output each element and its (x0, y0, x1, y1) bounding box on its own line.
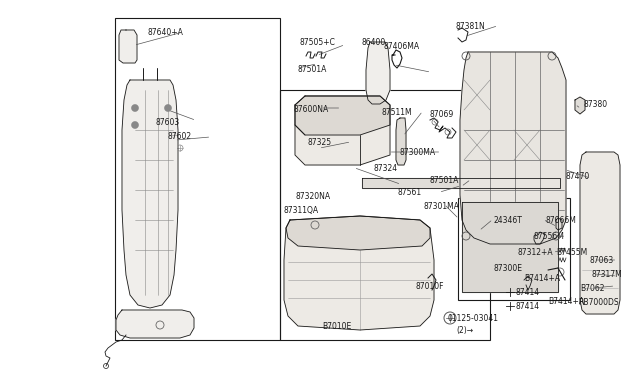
Polygon shape (116, 310, 194, 338)
Circle shape (518, 224, 522, 228)
Text: 87600NA: 87600NA (294, 105, 329, 114)
Text: 87063: 87063 (590, 256, 614, 265)
Circle shape (541, 251, 547, 257)
Text: 87066M: 87066M (546, 216, 577, 225)
Circle shape (506, 237, 511, 243)
Circle shape (481, 237, 486, 243)
Text: 87300E: 87300E (494, 264, 523, 273)
Circle shape (541, 209, 547, 215)
Circle shape (481, 251, 486, 257)
Circle shape (506, 266, 511, 270)
Polygon shape (460, 52, 566, 244)
Circle shape (470, 209, 474, 215)
Polygon shape (295, 96, 390, 165)
Text: 87511M: 87511M (382, 108, 413, 117)
Text: 87414: 87414 (516, 302, 540, 311)
Text: 87501A: 87501A (298, 65, 328, 74)
Circle shape (470, 266, 474, 270)
Circle shape (541, 266, 547, 270)
Circle shape (529, 224, 534, 228)
Circle shape (131, 105, 138, 112)
Circle shape (541, 224, 547, 228)
Bar (280, 90, 490, 340)
Polygon shape (286, 216, 430, 250)
Text: 87561: 87561 (398, 188, 422, 197)
Polygon shape (295, 96, 390, 135)
Circle shape (164, 105, 172, 112)
Text: B7062: B7062 (580, 284, 605, 293)
Polygon shape (122, 80, 178, 308)
Circle shape (529, 237, 534, 243)
Circle shape (481, 224, 486, 228)
Circle shape (470, 251, 474, 257)
Circle shape (481, 266, 486, 270)
Circle shape (506, 209, 511, 215)
Circle shape (541, 237, 547, 243)
Circle shape (493, 224, 499, 228)
Polygon shape (284, 216, 434, 330)
Text: RB7000DS: RB7000DS (578, 298, 619, 307)
Circle shape (518, 251, 522, 257)
Circle shape (481, 209, 486, 215)
Circle shape (529, 266, 534, 270)
Polygon shape (362, 178, 560, 188)
Text: (2)→: (2)→ (456, 326, 473, 335)
Circle shape (493, 266, 499, 270)
Text: 01125-03041: 01125-03041 (448, 314, 499, 323)
Text: 87325: 87325 (307, 138, 331, 147)
Circle shape (470, 237, 474, 243)
Text: 87602: 87602 (168, 132, 192, 141)
Text: 87317M: 87317M (592, 270, 623, 279)
Text: 87470: 87470 (566, 172, 590, 181)
Circle shape (518, 209, 522, 215)
Text: 87301MA: 87301MA (424, 202, 460, 211)
Text: 24346T: 24346T (494, 216, 523, 225)
Circle shape (518, 266, 522, 270)
Polygon shape (575, 97, 585, 114)
Text: B7414+A: B7414+A (548, 297, 584, 306)
Text: 87406MA: 87406MA (383, 42, 419, 51)
Circle shape (506, 251, 511, 257)
Circle shape (493, 251, 499, 257)
Circle shape (506, 224, 511, 228)
Polygon shape (580, 152, 620, 314)
Text: 87010F: 87010F (415, 282, 444, 291)
Text: 87556M: 87556M (533, 232, 564, 241)
Polygon shape (119, 30, 137, 63)
Text: 87312+A: 87312+A (518, 248, 554, 257)
Circle shape (493, 209, 499, 215)
Text: 87320NA: 87320NA (295, 192, 330, 201)
Text: B7414+A: B7414+A (524, 274, 560, 283)
Circle shape (131, 122, 138, 128)
Text: B7455M: B7455M (556, 248, 588, 257)
Text: 87501A: 87501A (430, 176, 460, 185)
Text: 86400: 86400 (362, 38, 387, 47)
Text: 87640+A: 87640+A (148, 28, 184, 37)
Circle shape (529, 209, 534, 215)
Polygon shape (462, 202, 558, 292)
Circle shape (529, 251, 534, 257)
Text: 87380: 87380 (584, 100, 608, 109)
Text: B7010E: B7010E (322, 322, 351, 331)
Polygon shape (556, 218, 562, 230)
Circle shape (470, 224, 474, 228)
Text: 87505+C: 87505+C (300, 38, 336, 47)
Bar (115, 18, 280, 340)
Text: 87069: 87069 (430, 110, 454, 119)
Text: 87381N: 87381N (455, 22, 484, 31)
Text: 87311QA: 87311QA (283, 206, 318, 215)
Circle shape (518, 237, 522, 243)
Text: 87414: 87414 (516, 288, 540, 297)
Text: 87603: 87603 (155, 118, 179, 127)
Bar (458, 198, 570, 300)
Polygon shape (396, 118, 406, 165)
Polygon shape (366, 42, 390, 104)
Text: 87324: 87324 (374, 164, 398, 173)
Text: 87300MA: 87300MA (400, 148, 436, 157)
Circle shape (493, 237, 499, 243)
